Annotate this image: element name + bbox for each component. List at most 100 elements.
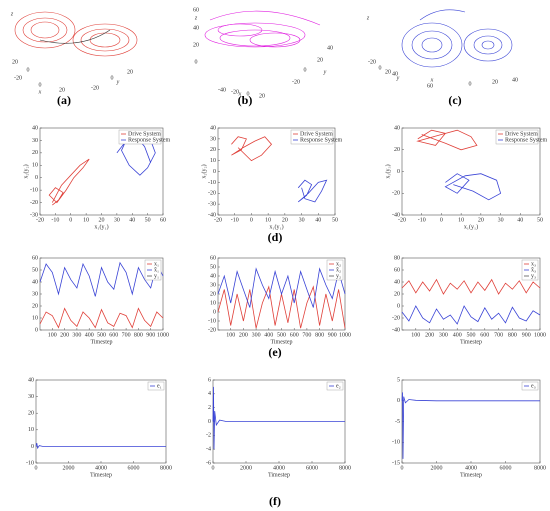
attractor-b [204, 10, 321, 48]
x-tick-label: 40 [129, 217, 135, 223]
panel-label: (c) [448, 93, 461, 107]
y-tick-label: -20 [208, 327, 216, 333]
axis-label: z [366, 15, 370, 21]
x-tick-label: 300 [72, 332, 81, 338]
tick-label: 0 [247, 91, 250, 97]
y-tick-label: 0 [397, 303, 400, 309]
axis-label: x [38, 89, 42, 95]
x-tick-label: 60 [160, 217, 166, 223]
tick-label: 40 [327, 45, 333, 51]
y-tick-label: -20 [392, 315, 400, 321]
x-tick-label: 0 [401, 465, 404, 471]
series-line [297, 179, 328, 203]
x-tick-label: 600 [290, 332, 299, 338]
x-tick-label: 6000 [128, 465, 140, 471]
y-tick-label: 30 [32, 291, 38, 297]
x-tick-label: 20 [99, 217, 105, 223]
series-line [401, 278, 541, 295]
series-line [48, 158, 90, 206]
x-axis-label: Timestep [270, 339, 292, 345]
x-tick-label: 8000 [534, 465, 546, 471]
tick-label: 40 [392, 71, 398, 77]
y-tick-label: 0 [213, 309, 216, 315]
axis-label: x [238, 91, 242, 97]
x-tick-label: -10 [231, 217, 239, 223]
x-tick-label: 100 [411, 332, 420, 338]
x-tick-label: 6000 [306, 465, 318, 471]
x-tick-label: 30 [299, 217, 305, 223]
legend-label: Response System [505, 137, 548, 143]
x-tick-label: 50 [145, 217, 151, 223]
y-tick-label: 20 [394, 291, 400, 297]
y-tick-label: -40 [208, 212, 216, 218]
x-tick-label: 50 [537, 217, 543, 223]
x-tick-label: 1000 [339, 332, 351, 338]
series-line [39, 261, 164, 297]
y-tick-label: 20 [32, 303, 38, 309]
series-line [35, 443, 166, 450]
tick-label: 20 [127, 69, 133, 75]
tick-label: -20 [91, 85, 99, 91]
x-tick-label: 700 [122, 332, 131, 338]
y-tick-label: 0 [397, 398, 400, 404]
tick-label: 60 [193, 7, 199, 13]
y-tick-label: -2 [206, 433, 211, 439]
legend-label: x₂ [336, 261, 341, 267]
tick-label: 0 [27, 67, 30, 73]
tick-label: -20 [14, 75, 22, 81]
chart: -40 -30 -20 -10 0 10 20 30 40 -20 -10 0 10 20 30 40 50 x₁… [200, 125, 342, 230]
series-line [212, 386, 345, 450]
y-tick-label: -15 [392, 460, 400, 466]
y-tick-label: 6 [208, 377, 211, 383]
legend-label: e₃ [531, 383, 536, 389]
x-tick-label: 100 [48, 332, 57, 338]
x-tick-label: 600 [480, 332, 489, 338]
x-tick-label: 30 [498, 217, 504, 223]
legend-label: y₃ [531, 273, 536, 279]
y-tick-label: -40 [392, 327, 400, 333]
chart: -40 -20 0 20 40 60 80 100 200 300 400 500 600 700 800 9… [392, 255, 546, 345]
axis-label: x [430, 77, 434, 83]
chart: 0 10 20 30 40 50 60 100 200 300 400 500 600 700 800 900… [32, 255, 169, 345]
tick-label: 20 [259, 93, 265, 99]
x-tick-label: 200 [60, 332, 69, 338]
legend-box [495, 129, 539, 145]
y-axis-label: x₂(y₂) [22, 164, 29, 178]
x-axis-label: Timestep [460, 472, 482, 478]
legend-label: Response System [300, 137, 343, 143]
y-tick-label: 20 [210, 147, 216, 153]
tick-label: 20 [385, 69, 391, 75]
x-tick-label: 300 [252, 332, 261, 338]
legend-label: Response System [128, 137, 171, 143]
series-line [401, 392, 540, 459]
x-tick-label: 4000 [465, 465, 477, 471]
legend-label: y₁ [154, 273, 159, 279]
x-tick-label: 0 [35, 465, 38, 471]
y-tick-label: 40 [32, 279, 38, 285]
x-tick-label: 30 [114, 217, 120, 223]
x-tick-label: -10 [418, 217, 426, 223]
x-tick-label: 0 [69, 217, 72, 223]
plot-frame [35, 379, 167, 464]
y-tick-label: 0 [35, 327, 38, 333]
legend-label: x̂₃ [531, 267, 536, 273]
x-tick-label: 0 [250, 217, 253, 223]
legend-label: x₃ [531, 261, 536, 267]
y-tick-label: 40 [210, 125, 216, 131]
x-tick-label: 40 [517, 217, 523, 223]
x-tick-label: 4000 [95, 465, 107, 471]
x-tick-label: 800 [508, 332, 517, 338]
panel-label: (e) [268, 345, 281, 359]
tick-label: 0 [111, 75, 114, 81]
y-tick-label: 40 [394, 279, 400, 285]
y-tick-label: 50 [210, 264, 216, 270]
x-tick-label: 100 [226, 332, 235, 338]
y-tick-label: 30 [210, 282, 216, 288]
x-tick-label: 40 [315, 217, 321, 223]
axis-label: z [194, 15, 198, 21]
tick-label: 0 [195, 59, 198, 65]
y-tick-label: -20 [392, 191, 400, 197]
x-tick-label: 800 [315, 332, 324, 338]
